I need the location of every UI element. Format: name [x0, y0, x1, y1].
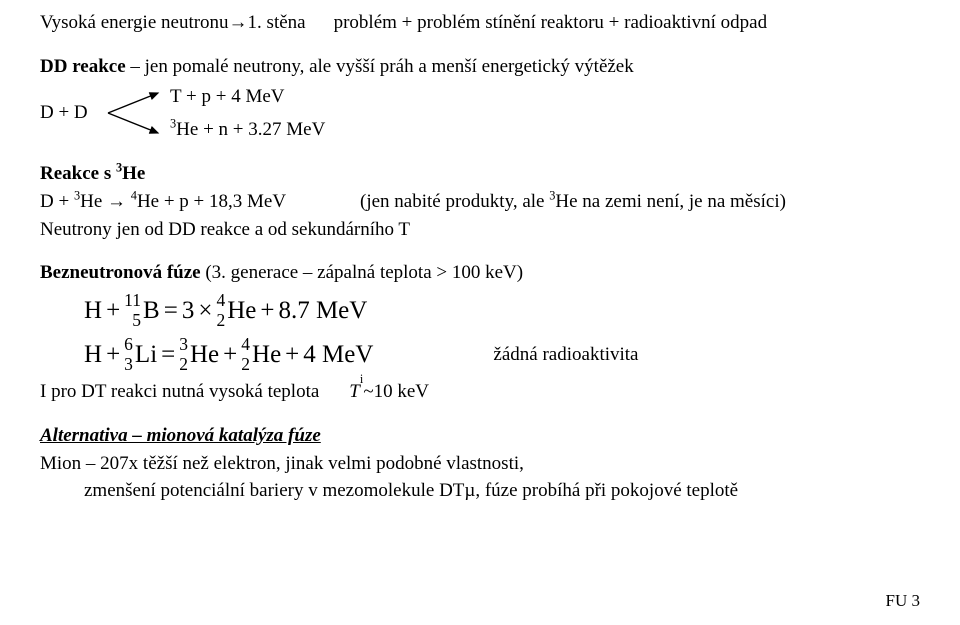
- isotope-He: 4 4 2: [216, 294, 225, 328]
- equation-2-row: H + 6 6 3 Li = 3 3 2 He + 4 4 2 He + 4: [40, 338, 920, 372]
- text: (3. generace – zápalná teplota > 100 keV…: [201, 262, 523, 283]
- text: problém + problém stínění reaktoru + rad…: [334, 10, 768, 36]
- arrow-glyph: →: [229, 10, 248, 36]
- text: He: [122, 163, 145, 184]
- text: D +: [40, 191, 74, 212]
- sub: 3: [124, 356, 133, 374]
- text: Reakce s: [40, 163, 116, 184]
- alt-underline: Alternativa – mionová katalýza fúze: [40, 425, 321, 446]
- text: 3: [182, 294, 195, 328]
- text: He + n + 3.27 MeV: [176, 119, 325, 140]
- T: T: [349, 379, 360, 405]
- he3-note: (jen nabité produkty, ale 3He na zemi ne…: [360, 189, 786, 215]
- bezline: Bezneutronová fúze (3. generace – zápaln…: [40, 260, 920, 286]
- isotope-He4: 4 4 2: [241, 338, 250, 372]
- H: H: [84, 338, 102, 372]
- text: Bezneutronová fúze: [40, 262, 201, 283]
- text: He + p + 18,3 MeV: [137, 191, 286, 212]
- plus-icon: +: [106, 294, 120, 328]
- branch-arrows-icon: [100, 83, 170, 143]
- sup: 11: [124, 292, 141, 310]
- sub: 2: [216, 312, 225, 330]
- dd-left: D + D: [40, 100, 100, 126]
- sup: 3: [179, 336, 188, 354]
- alt-title: Alternativa – mionová katalýza fúze: [40, 423, 920, 449]
- text: 1. stěna: [248, 10, 306, 36]
- sup: 6: [124, 336, 133, 354]
- he3-line2: D + 3He → 4He + p + 18,3 MeV (jen nabité…: [40, 189, 920, 215]
- sub: 2: [179, 356, 188, 374]
- sub: 5: [132, 312, 141, 330]
- text: I pro DT reakci nutná vysoká teplota: [40, 379, 319, 405]
- He: He: [227, 294, 256, 328]
- line-high-energy: Vysoká energie neutronu → 1. stěna probl…: [40, 10, 920, 36]
- isotope-He3: 3 3 2: [179, 338, 188, 372]
- Li: Li: [135, 338, 157, 372]
- isotope-Li: 6 6 3: [124, 338, 133, 372]
- dd-branching: D + D T + p + 4 MeV 3He + n + 3.27 MeV: [40, 83, 920, 143]
- B: B: [143, 294, 160, 328]
- page-root: Vysoká energie neutronu → 1. stěna probl…: [0, 0, 960, 625]
- dd-branch-top: T + p + 4 MeV: [170, 84, 325, 110]
- text: ~10 keV: [363, 379, 429, 405]
- ipro-line: I pro DT reakci nutná vysoká teplota Ti~…: [40, 379, 920, 405]
- text: Vysoká energie neutronu: [40, 10, 229, 36]
- text: He →: [80, 191, 131, 212]
- isotope-B: 11 11 5: [124, 294, 141, 328]
- plus-icon: +: [260, 294, 274, 328]
- H: H: [84, 294, 102, 328]
- plus-icon: +: [223, 338, 237, 372]
- text: (jen nabité produkty, ale: [360, 191, 549, 212]
- times-icon: ×: [198, 294, 212, 328]
- he3-title: Reakce s 3He: [40, 161, 920, 187]
- sub: 2: [241, 356, 250, 374]
- dd-right: T + p + 4 MeV 3He + n + 3.27 MeV: [170, 84, 325, 142]
- page-footer: FU 3: [886, 590, 920, 613]
- text: 8.7 MeV: [278, 294, 367, 328]
- dd-intro: DD reakce – jen pomalé neutrony, ale vyš…: [40, 54, 920, 80]
- plus-icon: +: [106, 338, 120, 372]
- dd-branch-bottom: 3He + n + 3.27 MeV: [170, 117, 325, 143]
- He: He: [252, 338, 281, 372]
- equals-icon: =: [161, 338, 175, 372]
- he3-line3: Neutrony jen od DD reakce a od sekundárn…: [40, 217, 920, 243]
- text: 4 MeV: [303, 338, 373, 372]
- dd-bold: DD reakce: [40, 56, 126, 77]
- He: He: [190, 338, 219, 372]
- sup: 4: [241, 336, 250, 354]
- sup: 4: [216, 292, 225, 310]
- equation-1: H + 11 11 5 B = 3 × 4 4 2 He + 8.7 MeV: [40, 294, 920, 328]
- equation-2: H + 6 6 3 Li = 3 3 2 He + 4 4 2 He + 4: [84, 338, 373, 372]
- eq2-note: žádná radioaktivita: [493, 342, 638, 368]
- he3-reaction: D + 3He → 4He + p + 18,3 MeV: [40, 189, 320, 215]
- equals-icon: =: [164, 294, 178, 328]
- text: – jen pomalé neutrony, ale vyšší práh a …: [126, 56, 634, 77]
- text: He na zemi není, je na měsíci): [555, 191, 786, 212]
- alt-line2: Mion – 207x těžší než elektron, jinak ve…: [40, 451, 920, 477]
- plus-icon: +: [285, 338, 299, 372]
- alt-line3: zmenšení potenciální bariery v mezomolek…: [40, 478, 920, 504]
